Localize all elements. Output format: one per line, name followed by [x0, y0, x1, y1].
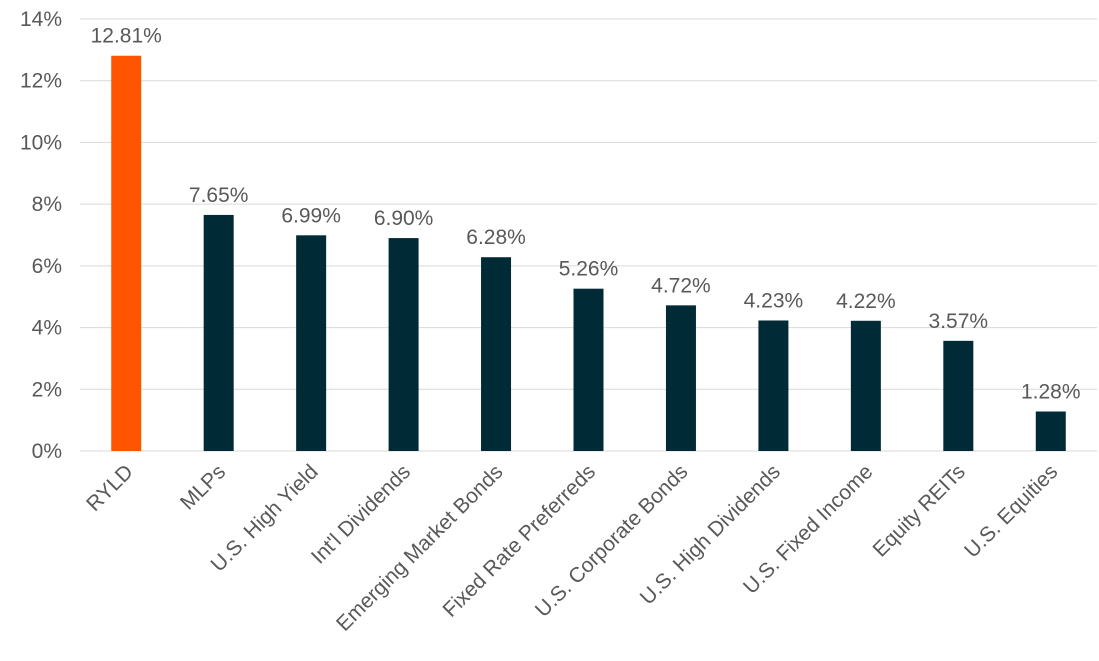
bar — [850, 320, 881, 451]
data-label: 6.90% — [374, 207, 434, 230]
bar — [573, 288, 604, 451]
y-tick-label: 14% — [20, 8, 62, 31]
data-label: 4.72% — [651, 274, 711, 297]
data-label: 4.22% — [836, 290, 896, 313]
bar — [388, 238, 419, 451]
data-label: 12.81% — [91, 25, 162, 48]
x-category-label: Fixed Rate Preferreds — [439, 460, 601, 622]
y-tick-label: 8% — [32, 193, 62, 216]
y-tick-label: 12% — [20, 70, 62, 93]
x-category-label: U.S. Corporate Bonds — [531, 460, 693, 622]
x-category-label: MLPs — [176, 460, 230, 514]
y-tick-label: 0% — [32, 440, 62, 463]
data-label: 1.28% — [1021, 381, 1081, 404]
data-label: 6.28% — [466, 226, 526, 249]
x-category-label: U.S. Equities — [960, 460, 1062, 562]
y-axis-ticks: 0% 2% 4% 6% 8% 10% 12% 14% — [20, 8, 62, 463]
bars — [111, 55, 1066, 451]
bar — [481, 257, 512, 451]
bar — [758, 320, 789, 451]
data-label: 4.23% — [744, 289, 804, 312]
bar — [296, 235, 327, 451]
x-category-label: Equity REITs — [869, 460, 970, 561]
bar — [1035, 411, 1066, 451]
y-tick-label: 10% — [20, 131, 62, 154]
bar — [203, 214, 234, 451]
y-tick-label: 4% — [32, 317, 62, 340]
data-label: 7.65% — [189, 184, 249, 207]
data-labels: 12.81% 7.65% 6.99% 6.90% 6.28% 5.26% 4.72% 4.23… — [91, 25, 1081, 404]
x-category-label: Emerging Market Bonds — [332, 460, 508, 636]
data-label: 3.57% — [929, 310, 989, 333]
data-label: 5.26% — [559, 258, 619, 281]
x-category-label: RYLD — [82, 460, 138, 516]
data-label: 6.99% — [281, 204, 341, 227]
bar — [665, 305, 696, 451]
bar — [111, 55, 142, 451]
y-tick-label: 2% — [32, 378, 62, 401]
bar — [943, 340, 974, 451]
y-tick-label: 6% — [32, 255, 62, 278]
